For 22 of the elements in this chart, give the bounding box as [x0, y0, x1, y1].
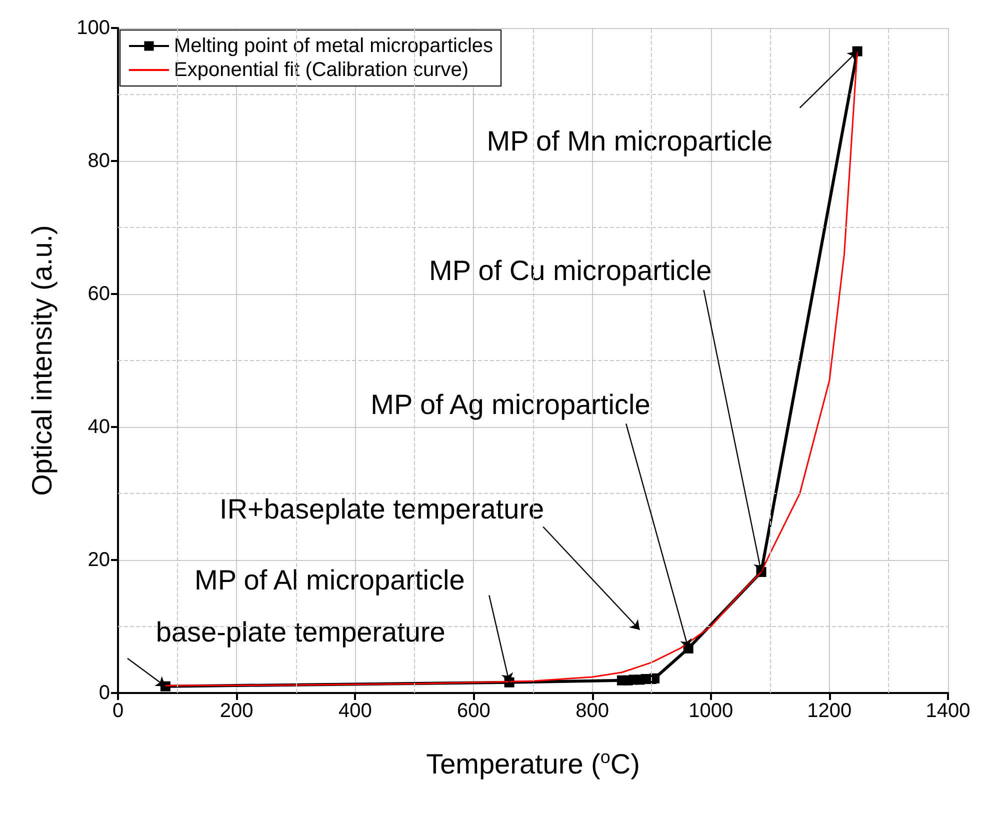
x-tick-label: 800: [576, 700, 609, 722]
annotation: MP of Cu microparticle: [429, 255, 712, 286]
annotation: base-plate temperature: [156, 616, 446, 648]
y-tick-label: 20: [88, 549, 110, 571]
y-axis-title: Optical intensity (a.u.): [26, 225, 58, 496]
x-tick-label: 1400: [926, 700, 970, 722]
x-tick-label: 200: [220, 700, 254, 722]
annotation: MP of Mn microparticle: [486, 126, 773, 157]
y-tick-label: 60: [88, 283, 110, 305]
annotation: MP of Al microparticle: [194, 564, 465, 596]
x-tick-label: 1000: [688, 700, 734, 722]
legend-label: Melting point of metal microparticles: [174, 35, 494, 57]
annotation: IR+baseplate temperature: [220, 493, 544, 524]
annotation: MP of Ag microparticle: [370, 388, 650, 420]
x-tick-label: 0: [112, 700, 124, 722]
x-tick-label: 400: [338, 700, 372, 722]
y-tick-label: 40: [88, 416, 110, 438]
x-tick-label: 1200: [807, 700, 852, 722]
y-tick-label: 80: [88, 150, 110, 172]
y-tick-label: 100: [76, 17, 110, 39]
x-tick-label: 600: [457, 700, 490, 722]
y-tick-label: 0: [98, 682, 110, 704]
